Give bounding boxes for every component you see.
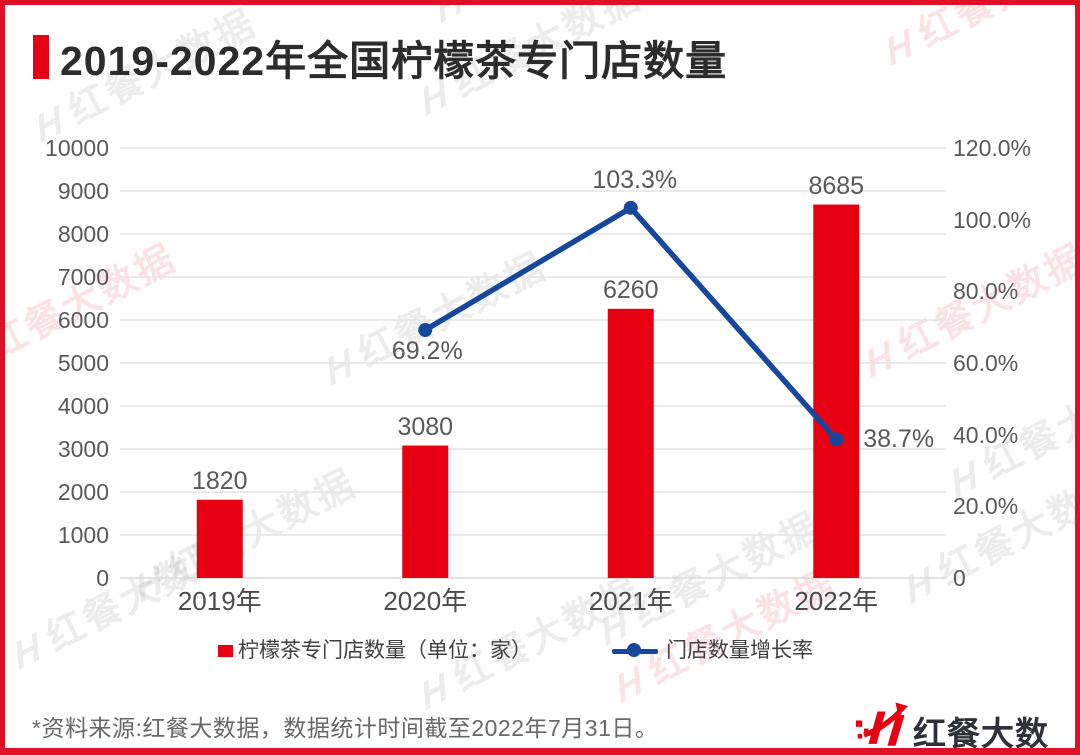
bar-value-label: 8685 [808, 171, 865, 200]
growth-point-2022年 [829, 432, 844, 447]
left-axis-tick: 3000 [57, 436, 109, 462]
x-axis-label: 2020年 [383, 586, 468, 616]
legend-label-growth: 门店数量增长率 [666, 639, 813, 662]
bar-value-label: 3080 [397, 412, 454, 441]
left-axis-tick: 0 [96, 565, 109, 591]
right-axis-tick: 80.0% [953, 278, 1019, 305]
left-axis-tick: 7000 [57, 264, 109, 290]
growth-point-2020年 [418, 323, 433, 338]
left-axis-tick: 10000 [45, 135, 109, 161]
brand-logo: 红餐大数据 [855, 699, 1075, 752]
growth-point-label: 69.2% [391, 337, 463, 366]
growth-point-2021年 [623, 200, 638, 215]
right-axis-tick: 60.0% [953, 350, 1019, 376]
x-axis-label: 2022年 [794, 586, 879, 616]
x-axis-label: 2019年 [177, 586, 262, 616]
left-axis-tick: 4000 [57, 393, 109, 419]
bar-2019年 [196, 499, 243, 578]
legend-line-dot [627, 643, 641, 657]
right-axis-tick: 40.0% [953, 421, 1019, 448]
bar-2020年 [402, 445, 449, 578]
left-axis-tick: 8000 [57, 221, 109, 247]
left-axis-tick: 9000 [57, 178, 109, 204]
chart-plot [120, 147, 946, 579]
right-axis-tick: 100.0% [953, 206, 1032, 233]
legend-bar-swatch [218, 645, 233, 657]
bar-value-label: 1820 [191, 466, 248, 495]
growth-point-label: 103.3% [592, 165, 678, 194]
legend-label-stores: 柠檬茶专门店数量（单位：家） [238, 639, 532, 662]
left-axis-tick: 5000 [57, 350, 109, 376]
brand-logo-text: 红餐大数据 [913, 715, 1049, 752]
growth-point-label: 38.7% [863, 425, 935, 454]
left-axis-tick: 2000 [57, 479, 109, 505]
right-axis-tick: 0 [953, 565, 966, 591]
bar-value-label: 6260 [602, 275, 659, 304]
bar-2021年 [607, 308, 654, 578]
x-axis-label: 2021年 [588, 586, 673, 616]
right-axis-tick: 120.0% [953, 135, 1032, 161]
left-axis-tick: 1000 [57, 522, 109, 548]
brand-logo-icon [855, 702, 909, 746]
right-axis-tick: 20.0% [953, 493, 1019, 520]
left-axis-tick: 6000 [57, 307, 109, 333]
bar-2022年 [813, 204, 860, 579]
page-title: 2019-2022年全国柠檬茶专门店数量 [60, 38, 728, 84]
title-accent-bar [33, 35, 49, 79]
source-note: *资料来源:红餐大数据，数据统计时间截至2022年7月31日。 [32, 715, 659, 741]
